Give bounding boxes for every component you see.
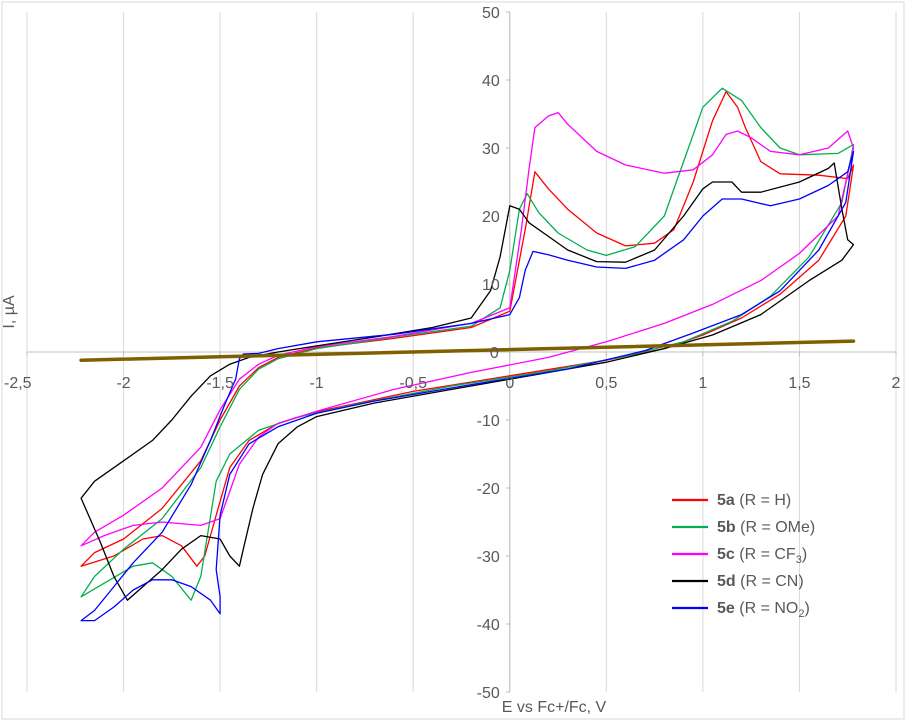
x-tick-label: -1 (310, 375, 324, 392)
series-5d-curve (80, 162, 855, 601)
x-tick-label: -1,5 (206, 375, 234, 392)
y-tick-label: 0 (490, 345, 499, 362)
x-tick-label: 0 (505, 375, 514, 392)
data-series (79, 87, 856, 622)
y-tick-label: -10 (477, 413, 500, 430)
y-tick-label: -30 (477, 549, 500, 566)
x-tick-label: 2 (892, 375, 901, 392)
y-tick-label: -50 (477, 685, 500, 702)
y-tick-label: -40 (477, 617, 500, 634)
series-5a-curve (80, 90, 855, 567)
y-tick-label: 30 (482, 141, 500, 158)
x-tick-label: 1,5 (788, 375, 810, 392)
y-tick-label: 10 (482, 277, 500, 294)
x-axis-title: E vs Fc+/Fc, V (502, 699, 607, 716)
y-tick-label: 40 (482, 73, 500, 90)
y-tick-label: 20 (482, 209, 500, 226)
legend-label-5d: 5d (R = CN) (717, 573, 804, 590)
x-tick-label: -2,5 (4, 375, 32, 392)
legend-label-5a: 5a (R = H) (717, 492, 791, 509)
x-tick-label: -0,5 (399, 375, 427, 392)
legend: 5a (R = H) 5b (R = OMe) 5c (R = CF3) 5d (R … (672, 492, 815, 620)
legend-label-5b: 5b (R = OMe) (717, 519, 815, 536)
x-tick-label: 1 (698, 375, 707, 392)
legend-label-5e: 5e (R = NO2) (717, 600, 810, 620)
tick-labels: -2,5 -2 -1,5 -1 -0,5 0 0,5 1 1,5 2 -50 -40 -30 -20 -10… (4, 5, 901, 702)
x-tick-label: 0,5 (595, 375, 617, 392)
y-axis-title: I, µA (1, 295, 18, 329)
baseline-trace (79, 339, 856, 362)
x-tick-label: -2 (116, 375, 130, 392)
y-tick-label: 50 (482, 5, 500, 22)
series-5c-curve (80, 111, 855, 547)
y-tick-label: -20 (477, 481, 500, 498)
legend-label-5c: 5c (R = CF3) (717, 546, 807, 566)
